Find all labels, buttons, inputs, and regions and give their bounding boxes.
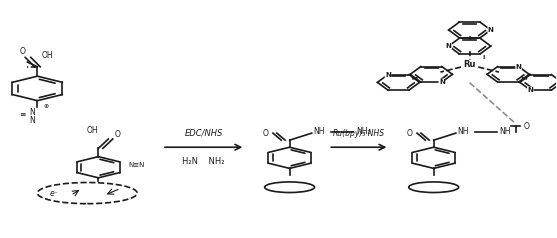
Text: N≡N: N≡N [129,162,145,168]
Text: ≡: ≡ [19,109,25,119]
Text: O: O [407,129,413,138]
Text: N: N [516,64,521,69]
Text: Ru: Ru [463,60,476,69]
Text: EDC/NHS: EDC/NHS [184,129,223,138]
Text: O: O [19,47,26,56]
Ellipse shape [409,182,458,193]
Text: H₂N    NH₂: H₂N NH₂ [183,157,225,166]
Text: e⁻: e⁻ [50,188,58,198]
Text: O: O [115,129,121,139]
Text: N: N [439,79,445,85]
Text: N: N [446,43,452,49]
Text: NH: NH [499,127,511,136]
Text: N: N [527,87,534,93]
Text: O: O [524,122,529,131]
Text: O: O [263,129,268,138]
Text: NH: NH [457,127,468,136]
Text: OH: OH [42,50,53,60]
Text: Ru(bpy)₃·NHS: Ru(bpy)₃·NHS [333,129,385,138]
Text: N: N [29,108,35,117]
Text: N: N [385,72,391,78]
Text: OH: OH [87,126,99,135]
Text: N: N [29,116,35,125]
Ellipse shape [265,182,315,193]
Text: II: II [482,55,486,60]
Text: NH: NH [313,127,324,136]
Text: N: N [488,27,494,33]
Text: ⊕: ⊕ [43,104,48,109]
Text: NH₂: NH₂ [356,127,371,136]
Ellipse shape [37,183,137,204]
